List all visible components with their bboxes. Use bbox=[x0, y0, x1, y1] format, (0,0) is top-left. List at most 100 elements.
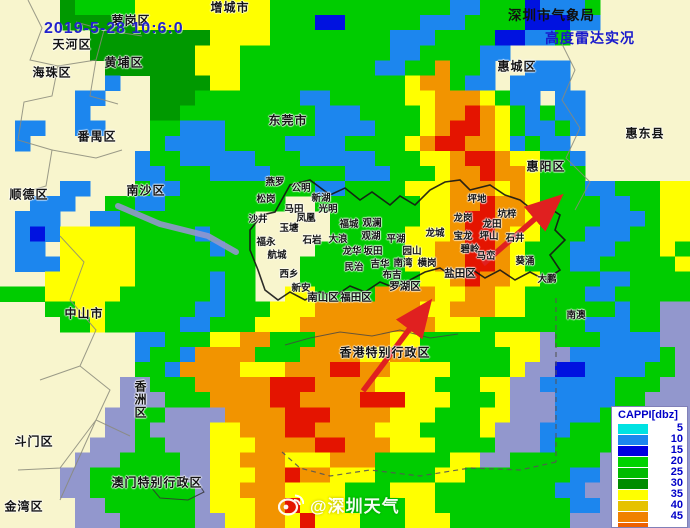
radar-cell bbox=[540, 60, 556, 76]
radar-cell bbox=[420, 120, 436, 137]
radar-cell bbox=[330, 15, 346, 31]
radar-cell bbox=[285, 75, 301, 91]
radar-cell bbox=[60, 196, 76, 212]
radar-cell bbox=[330, 331, 346, 348]
radar-cell bbox=[645, 392, 661, 408]
radar-cell bbox=[480, 331, 496, 348]
radar-cell bbox=[210, 90, 226, 106]
radar-cell bbox=[390, 437, 406, 453]
radar-cell bbox=[435, 316, 451, 333]
legend-title: CAPPI[dbz] bbox=[618, 409, 678, 421]
radar-cell bbox=[525, 0, 541, 16]
radar-cell bbox=[675, 301, 690, 318]
radar-cell bbox=[375, 181, 391, 197]
radar-cell bbox=[540, 407, 556, 423]
radar-cell bbox=[300, 165, 316, 182]
radar-cell bbox=[555, 75, 571, 91]
radar-cell bbox=[465, 437, 481, 453]
radar-cell bbox=[225, 346, 241, 363]
radar-cell bbox=[375, 422, 391, 438]
radar-cell bbox=[225, 407, 241, 423]
radar-cell bbox=[330, 392, 346, 408]
radar-cell bbox=[555, 467, 571, 484]
radar-cell bbox=[390, 392, 406, 408]
radar-cell bbox=[570, 0, 586, 16]
radar-cell bbox=[210, 0, 226, 16]
radar-cell bbox=[60, 181, 76, 197]
radar-cell bbox=[570, 90, 586, 106]
legend-value: 15 bbox=[670, 444, 683, 456]
radar-cell bbox=[315, 407, 331, 423]
radar-cell bbox=[285, 346, 301, 363]
radar-cell bbox=[570, 497, 586, 514]
radar-cell bbox=[495, 452, 511, 469]
radar-cell bbox=[675, 271, 690, 288]
radar-cell bbox=[360, 196, 376, 212]
radar-cell bbox=[585, 181, 601, 197]
legend-value: 5 bbox=[676, 422, 683, 434]
radar-cell bbox=[480, 196, 496, 212]
radar-cell bbox=[135, 30, 151, 46]
radar-cell bbox=[405, 377, 421, 393]
radar-cell bbox=[420, 60, 436, 76]
radar-cell bbox=[450, 135, 466, 152]
radar-cell bbox=[495, 135, 511, 152]
radar-cell bbox=[345, 422, 361, 438]
radar-cell bbox=[330, 422, 346, 438]
radar-cell bbox=[390, 196, 406, 212]
radar-cell bbox=[270, 316, 286, 333]
radar-cell bbox=[450, 105, 466, 122]
radar-cell bbox=[630, 271, 646, 288]
radar-cell bbox=[240, 30, 256, 46]
radar-cell bbox=[105, 407, 121, 423]
radar-cell bbox=[75, 301, 91, 318]
radar-cell bbox=[210, 45, 226, 61]
radar-cell bbox=[570, 241, 586, 257]
radar-cell bbox=[450, 211, 466, 227]
radar-cell bbox=[390, 150, 406, 167]
radar-cell bbox=[270, 392, 286, 408]
radar-cell bbox=[480, 120, 496, 137]
radar-cell bbox=[60, 286, 76, 303]
radar-cell bbox=[345, 211, 361, 227]
radar-cell bbox=[435, 392, 451, 408]
radar-cell bbox=[240, 181, 256, 197]
radar-cell bbox=[405, 497, 421, 514]
radar-cell bbox=[45, 211, 61, 227]
radar-cell bbox=[150, 497, 166, 514]
radar-cell bbox=[345, 120, 361, 137]
radar-cell bbox=[450, 316, 466, 333]
radar-cell bbox=[180, 482, 196, 499]
radar-cell bbox=[525, 286, 541, 303]
radar-cell bbox=[135, 482, 151, 499]
radar-cell bbox=[675, 256, 690, 272]
radar-cell bbox=[150, 0, 166, 16]
radar-cell bbox=[210, 211, 226, 227]
radar-cell bbox=[480, 135, 496, 152]
radar-cell bbox=[525, 437, 541, 453]
radar-cell bbox=[105, 30, 121, 46]
radar-cell bbox=[300, 90, 316, 106]
radar-cell bbox=[300, 60, 316, 76]
radar-cell bbox=[435, 437, 451, 453]
radar-cell bbox=[600, 241, 616, 257]
radar-cell bbox=[345, 135, 361, 152]
radar-cell bbox=[165, 105, 181, 122]
radar-cell bbox=[435, 482, 451, 499]
radar-cell bbox=[330, 301, 346, 318]
radar-cell bbox=[315, 0, 331, 16]
radar-cell bbox=[135, 437, 151, 453]
radar-cell bbox=[390, 15, 406, 31]
radar-cell bbox=[210, 286, 226, 303]
radar-cell bbox=[450, 75, 466, 91]
radar-cell bbox=[345, 286, 361, 303]
radar-cell bbox=[45, 286, 61, 303]
radar-cell bbox=[495, 482, 511, 499]
radar-cell bbox=[315, 120, 331, 137]
radar-cell bbox=[450, 271, 466, 288]
radar-cell bbox=[555, 105, 571, 122]
radar-cell bbox=[315, 286, 331, 303]
radar-cell bbox=[105, 0, 121, 16]
radar-cell bbox=[45, 301, 61, 318]
